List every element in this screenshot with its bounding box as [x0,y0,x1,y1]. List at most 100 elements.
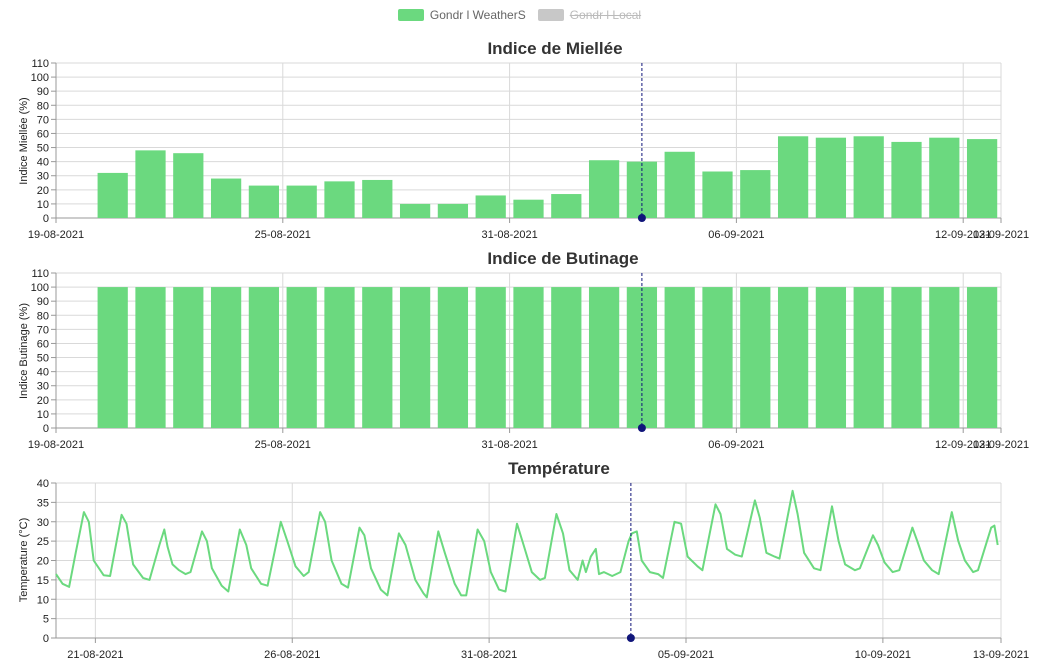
bar [248,185,280,218]
chart-title-miellee: Indice de Miellée [487,39,622,58]
bar [588,160,620,218]
y-tick-label: 35 [37,497,49,509]
x-tick-label: 21-08-2021 [67,649,123,661]
y-tick-label: 10 [37,199,49,211]
bar [324,181,355,218]
y-tick-label: 100 [31,282,49,294]
series-line [55,489,999,599]
bar [929,287,960,428]
y-tick-label: 0 [43,213,49,225]
legend-label-local: Gondr l Local [569,8,642,22]
chart-miellee: Indice de Miellée Indice Miellée (%) 0 10… [18,39,1029,241]
x-tick-label: 31-08-2021 [461,649,517,661]
y-tick-label: 20 [37,185,49,197]
chart-butinage: Indice de Butinage Indice Butinage (%) 0… [18,249,1029,451]
bar [891,287,922,428]
y-tick-label: 90 [37,86,49,98]
bar [588,287,620,428]
y-tick-label: 0 [43,423,49,435]
y-tick-label: 10 [37,594,49,606]
y-tick-label: 20 [37,395,49,407]
cursor-marker [637,424,646,432]
bar [853,136,884,218]
bar [173,287,204,428]
bar [248,287,280,428]
bar [513,287,544,428]
bar [815,137,847,218]
y-tick-label: 80 [37,100,49,112]
bar [286,185,317,218]
cursor-marker [626,634,635,642]
legend: Gondr l WeatherS Gondr l Local [0,8,1039,22]
bar [513,199,544,218]
y-tick-label: 30 [37,517,49,529]
bar [286,287,317,428]
y-tick-label: 70 [37,114,49,126]
y-tick-label: 40 [37,478,49,490]
bar [135,287,166,428]
bar [97,172,128,218]
x-tick-label: 25-08-2021 [255,229,311,241]
y-tick-label: 20 [37,556,49,568]
x-tick-label: 13-09-2021 [973,649,1029,661]
x-tick-label: 12-09-2021 [935,439,991,451]
bar [664,287,695,428]
x-tick-label: 31-08-2021 [481,439,537,451]
x-tick-label: 26-08-2021 [264,649,320,661]
y-tick-label: 60 [37,128,49,140]
y-tick-label: 90 [37,296,49,308]
bar [437,287,469,428]
x-tick-label: 13-09-2021 [973,229,1029,241]
x-tick-label: 06-09-2021 [708,229,764,241]
y-tick-label: 70 [37,324,49,336]
y-tick-label: 10 [37,409,49,421]
chart-temperature: Température Temperature (°C) 0 5 10 15 20 25 3… [18,459,1029,661]
bar [362,287,393,428]
bar [815,287,847,428]
bar [399,287,431,428]
chart-title-temperature: Température [508,459,610,478]
y-tick-label: 25 [37,536,49,548]
legend-swatch-weathers [397,9,424,21]
y-axis-title-temperature: Temperature (°C) [18,518,30,602]
y-tick-label: 30 [37,171,49,183]
bar [853,287,884,428]
legend-item-local[interactable]: Gondr l Local [537,8,642,22]
y-tick-label: 80 [37,310,49,322]
x-tick-label: 25-08-2021 [255,439,311,451]
bar [210,287,242,428]
bar [891,141,922,218]
bar [210,178,242,218]
y-axis-title-miellee: Indice Miellée (%) [18,97,30,184]
legend-label-weathers: Gondr l WeatherS [429,8,526,22]
bar [475,195,506,218]
y-tick-label: 5 [43,614,49,626]
bar [551,194,582,218]
y-tick-label: 15 [37,575,49,587]
bar [399,203,431,218]
bar [702,287,733,428]
bar [475,287,506,428]
y-tick-label: 50 [37,353,49,365]
y-tick-label: 110 [31,268,49,280]
bar [929,137,960,218]
bar [966,287,998,428]
bar [551,287,582,428]
bar [740,170,771,218]
chart-title-butinage: Indice de Butinage [487,249,638,268]
legend-item-weathers[interactable]: Gondr l WeatherS [397,8,526,22]
bar [664,151,695,218]
x-tick-label: 31-08-2021 [481,229,537,241]
bar [437,203,469,218]
bar [324,287,355,428]
bar [173,153,204,218]
x-tick-label: 12-09-2021 [935,229,991,241]
y-tick-label: 50 [37,143,49,155]
legend-swatch-local [537,9,564,21]
y-axis-title-butinage: Indice Butinage (%) [18,303,30,399]
x-tick-label: 05-09-2021 [658,649,714,661]
x-tick-label: 10-09-2021 [855,649,911,661]
bar [777,287,809,428]
